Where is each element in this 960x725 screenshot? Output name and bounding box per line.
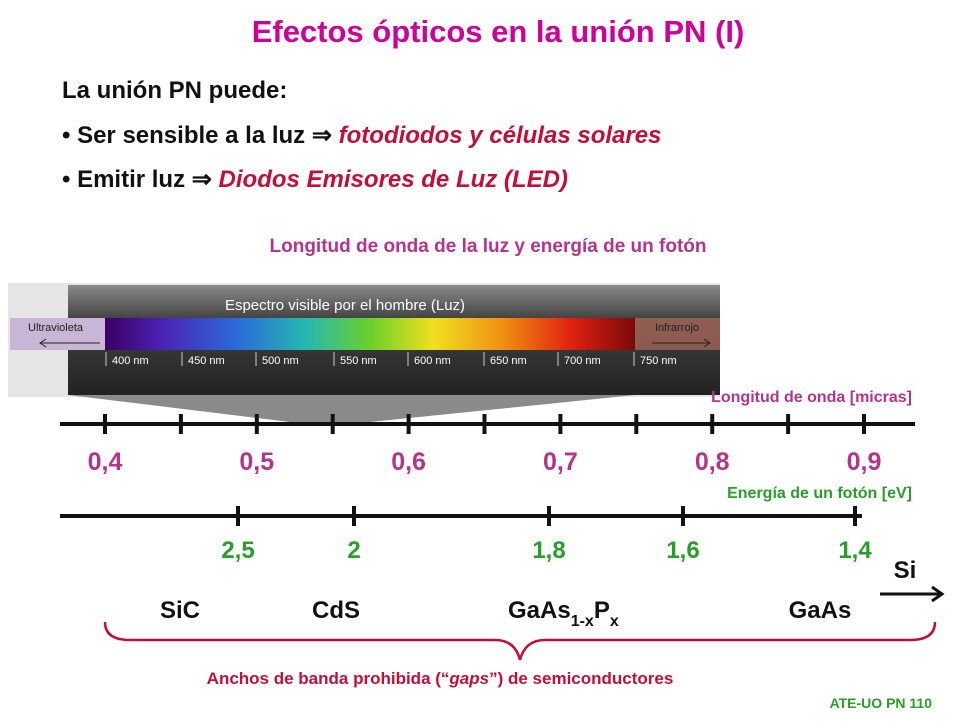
tick-label: 1,4 — [838, 537, 872, 564]
uv-band — [10, 318, 105, 350]
tick-label: 0,8 — [695, 448, 730, 476]
footer: ATE-UO PN 110 — [830, 695, 933, 711]
caption-part: Anchos de banda prohibida (“ — [207, 669, 450, 688]
tick-label: 0,6 — [391, 448, 426, 476]
tick-label: 2,5 — [221, 537, 254, 564]
tick-label: 1,8 — [532, 537, 565, 564]
ir-arrow — [652, 338, 711, 348]
ir-label: Infrarrojo — [655, 322, 699, 334]
rainbow — [105, 318, 635, 350]
brace — [103, 621, 937, 661]
nm-label: 500 nm — [262, 355, 299, 367]
tick-label: 2 — [347, 537, 360, 564]
bullet-text: Ser sensible a la luz — [77, 122, 305, 149]
material: Si — [894, 557, 917, 584]
part: GaAs — [508, 597, 571, 624]
tick-label: 0,9 — [847, 448, 882, 476]
tick-label: 0,7 — [543, 448, 578, 476]
subscript: 1-x — [571, 613, 594, 630]
nm-label: 600 nm — [414, 355, 451, 367]
nm-label: 750 nm — [640, 355, 677, 367]
caption: Anchos de banda prohibida (“gaps”) de se… — [207, 669, 674, 688]
symbol: ⇒ — [192, 166, 212, 193]
intro: La unión PN puede: — [62, 77, 287, 104]
symbol: ⇒ — [312, 122, 332, 149]
wavelength-label: Longitud de onda [micras] — [711, 389, 912, 406]
emphasis: Diodos Emisores de Luz (LED) — [219, 166, 568, 193]
bullet: • Ser sensible a la luz ⇒ fotodiodos y c… — [62, 122, 661, 149]
uv-arrow — [39, 338, 100, 348]
energy-label: Energía de un fotón [eV] — [727, 485, 912, 502]
nm-label: 650 nm — [490, 355, 527, 367]
nm-label: 400 nm — [112, 355, 149, 367]
pointer — [68, 395, 635, 422]
tick-label: 0,4 — [88, 448, 123, 476]
uv-label: Ultravioleta — [28, 322, 84, 334]
tick-label: 0,5 — [239, 448, 274, 476]
spectrum-heading: Longitud de onda de la luz y energía de … — [270, 236, 707, 257]
caption-part: ”) de semiconductores — [489, 669, 673, 688]
material: SiC — [160, 597, 200, 624]
nm-label: 550 nm — [340, 355, 377, 367]
material: CdS — [312, 597, 360, 624]
banner-text: Espectro visible por el hombre (Luz) — [225, 297, 465, 314]
title: Efectos ópticos en la unión PN (I) — [252, 14, 745, 49]
part: P — [594, 597, 610, 624]
nm-label: 450 nm — [188, 355, 225, 367]
material: GaAs1-xPx — [508, 597, 619, 630]
subscript: x — [610, 613, 619, 630]
tick-label: 1,6 — [666, 537, 699, 564]
bullet-text: Emitir luz — [77, 166, 185, 193]
material: GaAs — [789, 597, 852, 624]
emphasis: fotodiodos y células solares — [339, 122, 662, 149]
nm-label: 700 nm — [564, 355, 601, 367]
si-arrow — [880, 585, 945, 603]
caption-part: gaps — [448, 669, 489, 688]
ir-band — [635, 318, 720, 350]
bullet: • Emitir luz ⇒ Diodos Emisores de Luz (L… — [62, 166, 568, 193]
